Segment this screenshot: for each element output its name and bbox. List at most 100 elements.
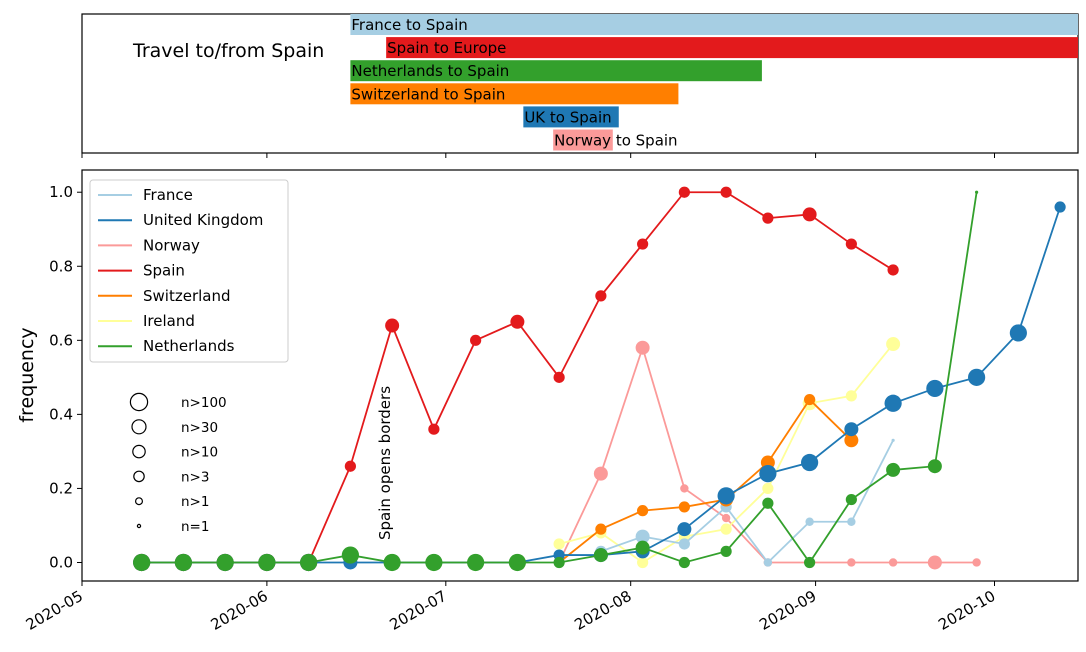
data-point xyxy=(763,558,773,567)
series-line xyxy=(600,439,894,564)
data-point xyxy=(508,553,526,572)
data-point xyxy=(884,394,902,412)
data-point xyxy=(593,466,608,481)
data-point xyxy=(678,556,690,569)
x-tick-label: 2020-08 xyxy=(571,587,634,634)
data-point xyxy=(428,423,440,435)
data-point xyxy=(845,390,857,402)
legend-label: Ireland xyxy=(143,312,195,330)
data-point xyxy=(802,207,817,222)
x-tick-label: 2020-06 xyxy=(208,587,271,634)
data-point xyxy=(720,186,732,198)
y-tick-label: 0.8 xyxy=(49,257,73,275)
data-point xyxy=(1054,201,1066,213)
timeline-bar xyxy=(350,60,762,82)
data-point xyxy=(805,517,814,526)
series-layer xyxy=(133,186,1066,572)
data-point xyxy=(637,505,649,517)
data-point xyxy=(927,459,942,474)
data-point xyxy=(762,212,774,224)
legend: France United Kingdom Norway Spain Switzerla… xyxy=(89,179,289,363)
legend-label: Spain xyxy=(143,262,185,280)
x-tick-label: 2020-07 xyxy=(387,587,450,634)
frequency-panel: 0.0 0.2 0.4 0.6 0.8 1.0 2020-05 2020-06 2020-07… xyxy=(16,169,1079,634)
y-tick-label: 0.6 xyxy=(49,331,73,349)
x-tick-label: 2020-10 xyxy=(935,587,998,634)
legend-label: United Kingdom xyxy=(143,211,263,229)
timeline-bar xyxy=(523,106,619,128)
legend-label: Switzerland xyxy=(143,287,231,305)
data-point xyxy=(887,264,899,276)
data-point xyxy=(804,556,816,569)
timeline-bar-label: Switzerland to Spain xyxy=(351,85,505,103)
size-legend-label: n>30 xyxy=(181,420,218,436)
data-point xyxy=(847,517,856,526)
data-point xyxy=(720,545,732,557)
data-point xyxy=(385,318,400,333)
size-legend-label: n>100 xyxy=(181,395,227,411)
timeline-bar xyxy=(386,37,1078,59)
plot-frame xyxy=(81,169,1079,582)
data-point xyxy=(553,556,565,569)
series-line xyxy=(558,398,852,564)
data-point xyxy=(801,453,819,472)
data-point xyxy=(759,465,777,483)
data-point xyxy=(845,238,857,250)
data-point xyxy=(553,538,565,550)
data-point xyxy=(133,553,151,572)
y-tick-label: 0.4 xyxy=(49,405,73,423)
y-tick-label: 0.0 xyxy=(49,553,73,571)
data-point xyxy=(720,523,732,535)
data-point xyxy=(637,238,649,250)
data-point xyxy=(927,555,942,570)
data-point xyxy=(844,422,859,437)
size-legend-marker xyxy=(131,419,147,435)
data-point xyxy=(926,379,944,398)
legend-items: France United Kingdom Norway Spain Switzerla… xyxy=(98,186,263,355)
data-point xyxy=(216,553,234,572)
data-point xyxy=(425,553,443,572)
timeline-title: Travel to/from Spain xyxy=(132,40,324,62)
data-point xyxy=(1009,324,1027,342)
data-point xyxy=(470,334,482,346)
annotation-spain-opens-borders: Spain opens borders xyxy=(376,386,394,540)
data-point xyxy=(968,368,986,386)
data-point xyxy=(975,190,979,194)
timeline-bar-label: Spain to Europe xyxy=(387,39,506,57)
data-point xyxy=(888,558,898,567)
legend-label: Norway xyxy=(143,236,200,254)
data-point xyxy=(174,553,192,572)
data-point xyxy=(678,538,690,550)
size-legend-label: n>10 xyxy=(181,445,218,461)
data-point xyxy=(635,529,650,544)
data-point xyxy=(341,546,359,564)
data-point xyxy=(383,553,401,572)
series-france xyxy=(595,438,895,567)
x-tick-label: 2020-09 xyxy=(756,587,819,634)
size-legend-marker xyxy=(136,523,142,529)
x-tick-label: 2020-05 xyxy=(23,587,86,634)
data-point xyxy=(721,513,731,523)
size-legend-marker xyxy=(129,392,149,412)
size-legend-marker xyxy=(133,470,145,483)
data-point xyxy=(680,484,689,493)
data-point xyxy=(510,314,525,329)
timeline-bar-label: Netherlands to Spain xyxy=(351,62,509,80)
data-point xyxy=(891,438,895,442)
legend-box xyxy=(89,179,289,363)
size-legend-marker xyxy=(135,497,144,506)
legend-label: Netherlands xyxy=(143,337,235,355)
data-point xyxy=(300,553,318,572)
y-tick-label: 1.0 xyxy=(49,183,73,201)
data-point xyxy=(847,558,856,567)
timeline-bars: France to Spain Spain to Europe Netherland… xyxy=(350,14,1078,151)
data-point xyxy=(845,493,857,506)
series-ireland xyxy=(553,337,901,569)
series-line xyxy=(558,344,977,564)
timeline-bar xyxy=(350,14,1078,35)
data-point xyxy=(677,522,692,537)
data-point xyxy=(886,462,901,477)
x-axis: 2020-05 2020-06 2020-07 2020-08 2020-09 2020-… xyxy=(23,581,999,634)
data-point xyxy=(344,460,356,472)
